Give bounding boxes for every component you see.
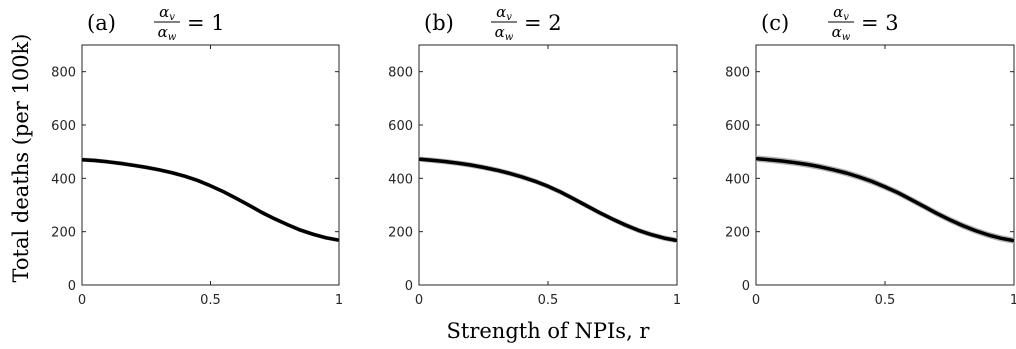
x-tick-label: 0.5 — [200, 293, 221, 308]
title-value: = 2 — [524, 11, 562, 35]
y-tick-label: 200 — [725, 226, 750, 241]
y-tick-label: 0 — [742, 279, 750, 294]
x-tick-label: 1 — [1010, 293, 1016, 308]
title-numerator: αv — [496, 3, 512, 23]
y-tick-label: 400 — [725, 172, 750, 187]
y-tick-label: 0 — [68, 279, 76, 294]
title-denominator-sub: w — [842, 32, 851, 43]
uncertainty-band — [419, 156, 677, 244]
y-tick-label: 800 — [388, 66, 413, 81]
y-tick-label: 600 — [388, 119, 413, 134]
title-numerator-sub: v — [506, 12, 512, 23]
title-denominator-sub: w — [505, 32, 514, 43]
y-tick-label: 800 — [51, 66, 76, 81]
series-line — [755, 156, 1015, 243]
title-numerator: αv — [159, 3, 175, 23]
x-tick-label: 1 — [673, 293, 681, 308]
title-denominator: αw — [495, 23, 514, 43]
title-denominator-sub: w — [168, 32, 177, 43]
y-tick-label: 200 — [51, 226, 76, 241]
y-axis-label: Total deaths (per 100k) — [9, 34, 33, 283]
x-tick-label: 0 — [415, 293, 423, 308]
series-line — [418, 157, 678, 243]
panel-label: (b) — [424, 11, 454, 35]
series-line — [81, 157, 340, 242]
title-denominator: αw — [832, 23, 851, 43]
y-tick-label: 600 — [51, 119, 76, 134]
x-tick-label: 0.5 — [875, 293, 896, 308]
panel-label: (c) — [761, 11, 789, 35]
y-tick-label: 800 — [725, 66, 750, 81]
title-denominator: αw — [158, 23, 177, 43]
x-tick-label: 1 — [335, 293, 343, 308]
title-numerator-sub: v — [169, 12, 175, 23]
panel-label: (a) — [87, 11, 116, 35]
title-numerator-sub: v — [843, 12, 849, 23]
x-tick-label: 0 — [752, 293, 760, 308]
y-tick-label: 400 — [51, 172, 76, 187]
x-axis-label: Strength of NPIs, r — [447, 319, 651, 343]
title-numerator: αv — [833, 3, 849, 23]
x-tick-label: 0 — [78, 293, 86, 308]
title-value: = 3 — [861, 11, 899, 35]
y-tick-label: 0 — [405, 279, 413, 294]
title-value: = 1 — [187, 11, 225, 35]
y-tick-label: 600 — [725, 119, 750, 134]
y-tick-label: 400 — [388, 172, 413, 187]
uncertainty-band — [756, 155, 1014, 244]
x-tick-label: 0.5 — [538, 293, 559, 308]
y-tick-label: 200 — [388, 226, 413, 241]
